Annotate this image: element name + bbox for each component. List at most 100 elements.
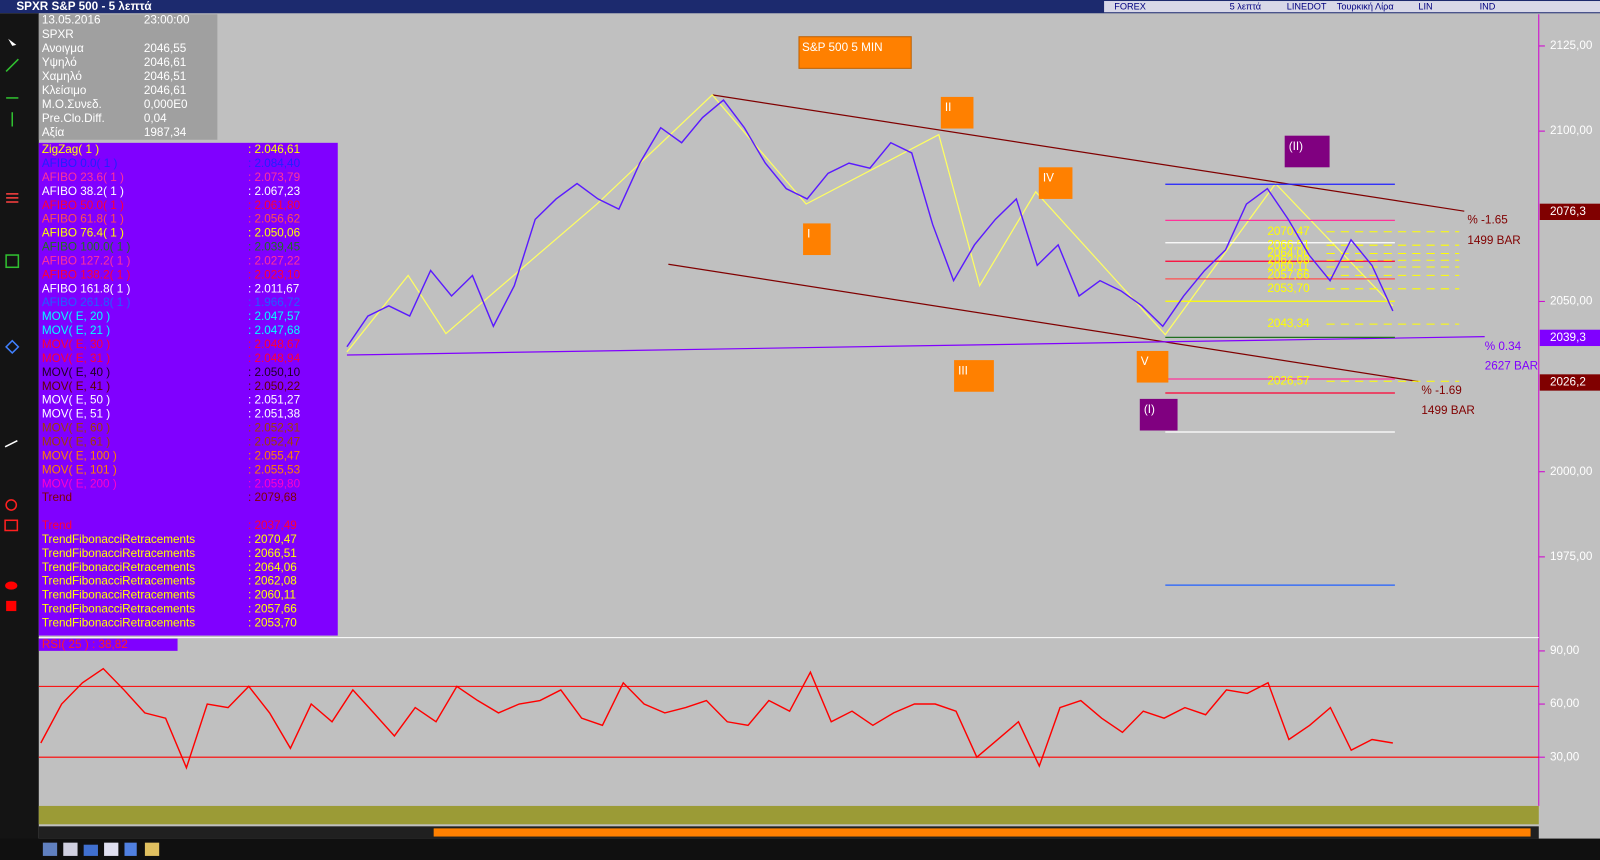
- indicator-value: : 2.046,61: [248, 143, 300, 156]
- indicator-value: : 2.073,79: [248, 171, 300, 184]
- indicator-value: : 2.048,67: [248, 338, 300, 351]
- chart-title: S&P 500 5 MIN: [802, 41, 883, 54]
- wave-box: [1284, 135, 1330, 168]
- indicator-name: AFIBO 0.0( 1 ): [42, 157, 118, 170]
- info-date: 13.05.2016: [42, 13, 101, 26]
- info-value: 2046,61: [144, 56, 186, 69]
- info-label: Χαμηλό: [42, 70, 83, 83]
- indicator-value: : 2.023,10: [248, 268, 301, 281]
- info-value: 1987,34: [144, 126, 187, 139]
- bottom-toolbar: [0, 838, 1600, 860]
- indicator-value: : 2.061,80: [248, 199, 301, 212]
- y-tick-label: 60,00: [1550, 697, 1580, 710]
- fib-level-label: 2064,06: [1267, 247, 1309, 260]
- fib-level-label: 2070,47: [1267, 225, 1309, 238]
- info-value: 0,04: [144, 112, 167, 125]
- fib-level-label: 2062,08: [1267, 253, 1310, 266]
- icon[interactable]: [124, 842, 137, 856]
- wave-label: II: [945, 101, 952, 114]
- x-axis-strip: [38, 805, 1539, 825]
- info-value: 2046,61: [144, 84, 186, 97]
- scrollbar-thumb[interactable]: [433, 828, 1531, 837]
- indicator-value: : 2.051,38: [248, 408, 301, 421]
- fib-tool[interactable]: [6, 193, 19, 203]
- indicator-name: AFIBO 23.6( 1 ): [42, 171, 124, 184]
- indicator-value: : 2.039,45: [248, 241, 301, 254]
- indicator-name: TrendFibonacciRetracements: [42, 589, 195, 602]
- indicator-value: : 2.047,68: [248, 324, 301, 337]
- pen-tool[interactable]: [4, 440, 18, 448]
- indicator-panel: [38, 142, 338, 636]
- indicator-value: : 2.047,57: [248, 310, 300, 323]
- grid-tool[interactable]: [5, 254, 20, 269]
- indicator-name: AFIBO 61.8( 1 ): [42, 213, 124, 226]
- info-label: Pre.Clo.Diff.: [42, 112, 105, 125]
- y-tick-label: 2000,00: [1550, 465, 1593, 478]
- indicator-value: : 2.050,10: [248, 366, 301, 379]
- indicator-name: MOV( E, 200 ): [42, 477, 117, 490]
- indicator-name: Trend: [42, 519, 72, 532]
- icon[interactable]: [144, 842, 160, 856]
- info-time: 23:00:00: [144, 13, 190, 26]
- left-toolbar: [0, 13, 39, 860]
- indicator-name: AFIBO 100.0( 1 ): [42, 241, 131, 254]
- toolbar-label: LINEDOT: [1287, 2, 1327, 12]
- indicator-value: : 2.059,80: [248, 477, 301, 490]
- wave-label: (I): [1144, 403, 1155, 416]
- chart-title-box: [798, 36, 912, 69]
- indicator-name: MOV( E, 41 ): [42, 380, 110, 393]
- fib-level-label: 2066,51: [1267, 238, 1309, 251]
- wave-box: [1139, 398, 1178, 431]
- square-tool[interactable]: [6, 600, 17, 612]
- indicator-name: TrendFibonacciRetracements: [42, 617, 195, 630]
- indicator-name: MOV( E, 61 ): [42, 435, 110, 448]
- icon[interactable]: [104, 842, 119, 856]
- indicator-value: : 2060,11: [248, 589, 296, 602]
- indicator-name: MOV( E, 101 ): [42, 463, 117, 476]
- indicator-value: : 2079,68: [248, 491, 297, 504]
- line-tool[interactable]: [5, 58, 19, 72]
- indicator-name: MOV( E, 51 ): [42, 408, 110, 421]
- toolbar-label: 5 λεπτά: [1230, 2, 1262, 12]
- icon[interactable]: [63, 842, 78, 856]
- indicator-name: MOV( E, 50 ): [42, 394, 110, 407]
- info-symbol: SPXR: [42, 28, 74, 41]
- y-tick-label: 1975,00: [1550, 550, 1593, 563]
- y-tick-label: 30,00: [1550, 750, 1580, 763]
- icon[interactable]: [83, 844, 98, 856]
- indicator-value: : 2053,70: [248, 617, 297, 630]
- wave-box: [1136, 350, 1169, 383]
- ellipse-tool[interactable]: [5, 499, 18, 511]
- indicator-value: : 2.084,40: [248, 157, 301, 170]
- info-label: Κλείσιμο: [42, 84, 87, 97]
- price-marker-label: 2026,2: [1550, 376, 1586, 389]
- toolbar-label: IND: [1480, 2, 1496, 12]
- fib-level-label: 2053,70: [1267, 282, 1310, 295]
- icon[interactable]: [42, 842, 58, 856]
- annotation: % -1.69: [1421, 384, 1461, 397]
- indicator-value: : 2.052,31: [248, 422, 300, 435]
- y-tick-label: 2125,00: [1550, 39, 1593, 52]
- price-marker-label: 2076,3: [1550, 205, 1586, 218]
- y-tick-label: 90,00: [1550, 644, 1580, 657]
- move-tool[interactable]: [5, 339, 20, 355]
- indicator-value: : 2.051,27: [248, 394, 300, 407]
- wave-box: [940, 96, 974, 129]
- rect-tool[interactable]: [4, 519, 19, 532]
- info-label: Υψηλό: [42, 56, 77, 69]
- fill-tool[interactable]: [5, 581, 18, 590]
- indicator-value: : 2.055,47: [248, 449, 300, 462]
- indicator-value: : 2057,66: [248, 603, 297, 616]
- y-tick-label: 2050,00: [1550, 295, 1593, 308]
- annotation: 1499 BAR: [1421, 404, 1474, 417]
- price-marker: [1539, 374, 1600, 391]
- indicator-value: : 2.052,47: [248, 435, 300, 448]
- cursor-icon[interactable]: [8, 38, 17, 46]
- indicator-name: AFIBO 38.2( 1 ): [42, 185, 124, 198]
- zigzag: [346, 93, 1394, 353]
- indicator-name: MOV( E, 21 ): [42, 324, 110, 337]
- wave-box: [954, 360, 994, 392]
- indicator-value: : 2062,08: [248, 575, 297, 588]
- indicator-name: MOV( E, 20 ): [42, 310, 110, 323]
